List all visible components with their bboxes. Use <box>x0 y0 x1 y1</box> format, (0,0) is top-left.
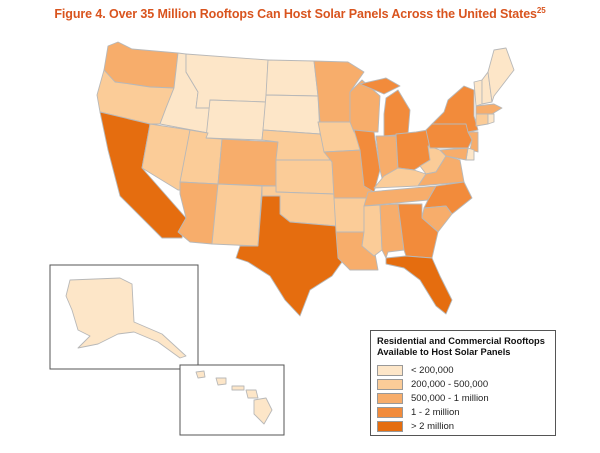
state-florida <box>385 255 453 315</box>
state-south-dakota <box>262 94 321 135</box>
state-new-york <box>431 85 479 133</box>
legend-title-line1: Residential and Commercial Rooftops <box>377 336 545 346</box>
state-arkansas <box>333 197 369 233</box>
legend-swatch <box>377 378 403 390</box>
state-massachusetts <box>475 103 503 115</box>
state-montana <box>185 53 269 109</box>
legend-item-200k-500k: 200,000 - 500,000 <box>377 377 549 391</box>
figure-title: Figure 4. Over 35 Million Rooftops Can H… <box>0 6 600 21</box>
figure-title-text: Figure 4. Over 35 Million Rooftops Can H… <box>54 7 537 22</box>
legend-title: Residential and Commercial Rooftops Avai… <box>377 336 549 358</box>
hawaii-inset-frame <box>179 364 285 436</box>
states-layer <box>96 41 515 317</box>
map-legend: Residential and Commercial Rooftops Avai… <box>370 330 556 436</box>
hawaii-maui <box>245 389 259 399</box>
state-texas <box>235 195 343 317</box>
state-nevada <box>141 123 191 191</box>
state-georgia <box>397 203 439 259</box>
legend-title-line2: Available to Host Solar Panels <box>377 347 511 357</box>
state-connecticut <box>475 113 489 127</box>
state-wisconsin <box>349 79 381 133</box>
legend-item-500k-1m: 500,000 - 1 million <box>377 391 549 405</box>
state-wyoming <box>205 99 267 141</box>
hawaii-oahu <box>215 377 227 386</box>
state-rhode-island <box>487 113 495 125</box>
state-new-mexico <box>211 183 263 247</box>
legend-item-1m-2m: 1 - 2 million <box>377 405 549 419</box>
hawaii-molokai <box>231 385 245 391</box>
hawaii-kauai <box>195 370 206 379</box>
state-kansas <box>275 159 335 195</box>
legend-label: < 200,000 <box>411 364 454 376</box>
state-hawaii-group <box>195 370 273 425</box>
legend-swatch <box>377 406 403 418</box>
legend-swatch <box>377 364 403 376</box>
state-colorado <box>217 138 279 187</box>
state-mississippi <box>361 204 383 257</box>
legend-swatch <box>377 420 403 432</box>
legend-item-lt-200k: < 200,000 <box>377 363 549 377</box>
state-alaska <box>65 277 187 359</box>
legend-label: 1 - 2 million <box>411 406 460 418</box>
legend-label: 500,000 - 1 million <box>411 392 489 404</box>
state-maryland <box>439 147 469 161</box>
hawaii-big-island <box>253 397 273 425</box>
state-vermont <box>473 79 483 107</box>
state-pennsylvania <box>425 123 473 149</box>
figure-title-footnote: 25 <box>536 6 546 15</box>
legend-swatch <box>377 392 403 404</box>
legend-label: > 2 million <box>411 420 455 432</box>
legend-item-gt-2m: > 2 million <box>377 419 549 433</box>
state-washington <box>103 41 179 89</box>
state-arizona <box>177 181 219 245</box>
state-north-dakota <box>265 59 319 97</box>
legend-label: 200,000 - 500,000 <box>411 378 489 390</box>
state-maine <box>487 47 515 103</box>
